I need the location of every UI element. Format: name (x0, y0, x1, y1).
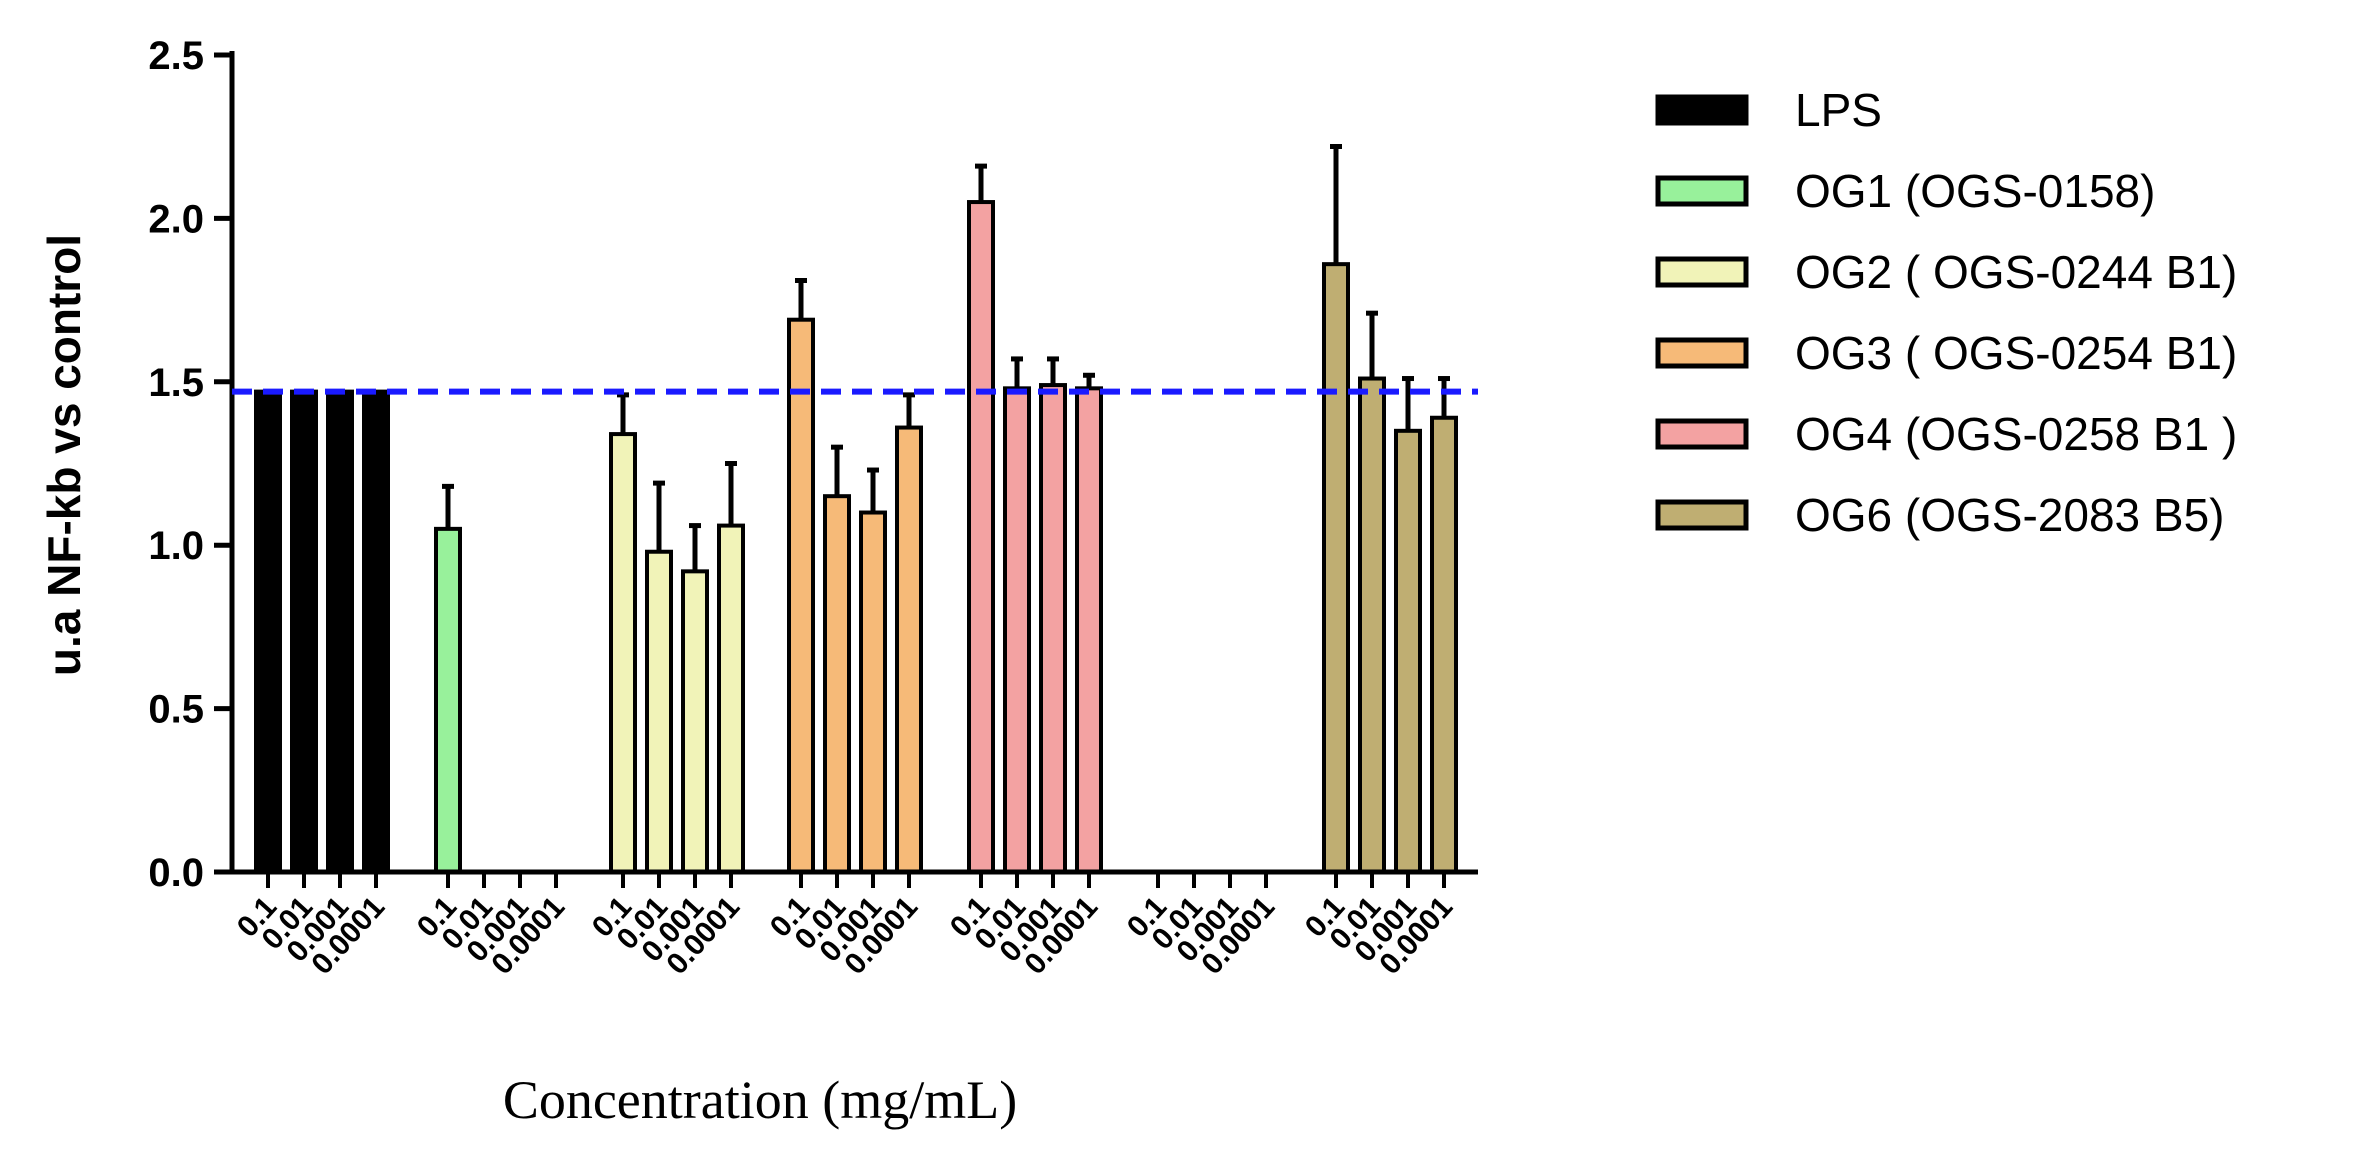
bar (326, 389, 354, 874)
bar (1039, 383, 1067, 874)
legend-swatch (1655, 94, 1749, 126)
bar (787, 317, 815, 874)
legend-label: OG4 (OGS-0258 B1 ) (1795, 408, 2237, 460)
bar (1430, 415, 1458, 874)
y-tick-label: 1.0 (148, 524, 204, 568)
y-axis-label: u.a NF-kb vs control (38, 234, 90, 676)
y-tick-label: 1.5 (148, 361, 204, 405)
bar (645, 549, 673, 875)
bar (1358, 376, 1386, 874)
bar (1075, 386, 1103, 874)
bar (1003, 386, 1031, 874)
legend-swatch (1655, 256, 1749, 288)
legend-swatch (1655, 418, 1749, 450)
bar (1394, 428, 1422, 874)
legend-swatch (1655, 175, 1749, 207)
legend: LPS OG1 (OGS-0158) OG2 ( OGS-0244 B1) OG3 (… (1655, 84, 2237, 541)
bar (434, 526, 462, 874)
bar (609, 432, 637, 874)
bar (823, 494, 851, 874)
bar (717, 523, 745, 874)
legend-swatch (1655, 337, 1749, 369)
bar (681, 569, 709, 874)
y-tick-label: 2.0 (148, 197, 204, 241)
legend-label: OG1 (OGS-0158) (1795, 165, 2155, 217)
y-tick-label: 2.5 (148, 34, 204, 78)
bar (290, 389, 318, 874)
legend-label: LPS (1795, 84, 1882, 136)
legend-label: OG3 ( OGS-0254 B1) (1795, 327, 2237, 379)
bar (1322, 262, 1350, 875)
bar (859, 510, 887, 875)
y-tick-label: 0.0 (148, 851, 204, 895)
bar (967, 200, 995, 874)
legend-swatch (1655, 499, 1749, 531)
legend-label: OG6 (OGS-2083 B5) (1795, 489, 2225, 541)
bar (895, 425, 923, 874)
x-axis-label: Concentration (mg/mL) (503, 1070, 1017, 1130)
legend-label: OG2 ( OGS-0244 B1) (1795, 246, 2237, 298)
bar (362, 389, 390, 874)
bar (254, 389, 282, 874)
y-tick-label: 0.5 (148, 688, 204, 732)
